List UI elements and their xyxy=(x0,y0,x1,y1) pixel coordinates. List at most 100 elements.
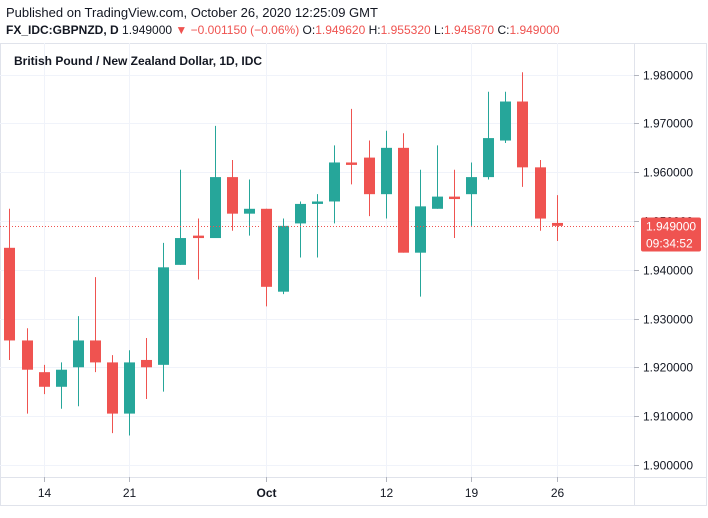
candle-body xyxy=(22,340,33,370)
candle-body xyxy=(552,222,563,226)
candle-body xyxy=(364,157,375,195)
candle[interactable] xyxy=(432,145,443,209)
candle-body xyxy=(124,362,135,414)
y-tick-label: 1.960000 xyxy=(643,166,693,180)
last-price-text: 1.949000 xyxy=(646,220,696,234)
candle-body xyxy=(158,267,169,365)
candle[interactable] xyxy=(90,277,101,373)
candle[interactable] xyxy=(107,355,118,434)
time-axis[interactable]: 14 21 Oct 12 19 26 xyxy=(38,477,565,500)
candle[interactable] xyxy=(500,91,511,143)
x-tick-label: 21 xyxy=(123,486,137,500)
candle[interactable] xyxy=(175,169,186,265)
candle-body xyxy=(449,196,460,200)
candle[interactable] xyxy=(449,169,460,239)
open-label: O: xyxy=(302,23,316,37)
last-price-box xyxy=(641,217,701,252)
price-axis[interactable]: 1.9800001.9700001.9600001.9500001.940000… xyxy=(634,69,693,473)
candle[interactable] xyxy=(124,350,135,436)
chart-header: Published on TradingView.com, October 26… xyxy=(0,0,708,42)
candle[interactable] xyxy=(381,130,392,219)
x-tick-label: 14 xyxy=(38,486,52,500)
candle[interactable] xyxy=(158,242,169,392)
candle[interactable] xyxy=(278,218,289,295)
last-price-label: 1.949000 09:34:52 xyxy=(641,217,701,252)
candle-body xyxy=(193,235,204,239)
candle[interactable] xyxy=(261,208,272,307)
chart-frame: British Pound / New Zealand Dollar, 1D, … xyxy=(0,43,708,518)
candle-body xyxy=(381,147,392,195)
candle[interactable] xyxy=(517,72,528,187)
low-label: L: xyxy=(434,23,445,37)
candle-body xyxy=(278,225,289,292)
candle[interactable] xyxy=(329,145,340,224)
candle-body xyxy=(535,167,546,219)
y-tick-label: 1.920000 xyxy=(643,361,693,375)
candle[interactable] xyxy=(295,201,306,258)
down-arrow-icon: ▼ xyxy=(175,23,188,37)
x-tick-label: 26 xyxy=(551,486,565,500)
candles-group xyxy=(4,72,563,436)
candle-body xyxy=(141,359,152,368)
candle-body xyxy=(73,340,84,368)
x-tick-label: 12 xyxy=(380,486,394,500)
grid-lines xyxy=(0,43,634,477)
chart-border xyxy=(0,43,707,506)
candle[interactable] xyxy=(39,364,50,395)
y-tick-label: 1.980000 xyxy=(643,69,693,83)
candle-body xyxy=(312,201,323,204)
candle-body xyxy=(415,206,426,253)
candle[interactable] xyxy=(22,328,33,414)
candle-body xyxy=(56,369,67,387)
candle[interactable] xyxy=(4,208,15,360)
countdown-text: 09:34:52 xyxy=(646,237,693,251)
close-value: 1.949000 xyxy=(509,23,560,37)
candle-body xyxy=(90,340,101,363)
candle[interactable] xyxy=(73,316,84,407)
candle[interactable] xyxy=(364,140,375,217)
candle[interactable] xyxy=(193,218,204,280)
chart-title: British Pound / New Zealand Dollar, 1D, … xyxy=(14,54,262,68)
candlestick-chart[interactable]: British Pound / New Zealand Dollar, 1D, … xyxy=(0,43,708,513)
change-value: −0.001150 (−0.06%) xyxy=(190,23,300,37)
candle-body xyxy=(329,162,340,202)
y-tick-label: 1.970000 xyxy=(643,117,693,131)
candle-body xyxy=(500,101,511,141)
candle[interactable] xyxy=(483,91,494,180)
candle[interactable] xyxy=(312,194,323,258)
candle-body xyxy=(39,372,50,387)
y-tick-label: 1.910000 xyxy=(643,410,693,424)
candle[interactable] xyxy=(141,338,152,399)
candle-body xyxy=(466,177,477,195)
high-label: H: xyxy=(368,23,381,37)
candle[interactable] xyxy=(552,195,563,241)
open-value: 1.949620 xyxy=(315,23,366,37)
close-label: C: xyxy=(497,23,510,37)
candle-body xyxy=(210,177,221,239)
x-tick-label: 19 xyxy=(465,486,479,500)
candle[interactable] xyxy=(210,125,221,239)
candle-body xyxy=(398,147,409,253)
symbol-label[interactable]: FX_IDC:GBPNZD, D xyxy=(6,23,119,37)
candle[interactable] xyxy=(56,362,67,409)
candle-body xyxy=(4,247,15,341)
candle[interactable] xyxy=(346,108,357,185)
published-caption: Published on TradingView.com, October 26… xyxy=(6,5,378,20)
candle-body xyxy=(483,138,494,178)
y-tick-label: 1.930000 xyxy=(643,313,693,327)
candle[interactable] xyxy=(466,162,477,226)
ohlc-legend: FX_IDC:GBPNZD, D 1.949000 ▼ −0.001150 (−… xyxy=(6,23,560,37)
candle-body xyxy=(175,238,186,265)
candle[interactable] xyxy=(398,133,409,253)
candle[interactable] xyxy=(535,160,546,231)
candle-body xyxy=(432,196,443,209)
x-tick-label: Oct xyxy=(256,486,276,500)
candle[interactable] xyxy=(415,169,426,297)
candle-body xyxy=(295,203,306,224)
candle-body xyxy=(517,101,528,168)
last-price-value: 1.949000 xyxy=(122,23,173,37)
candle-body xyxy=(227,177,238,214)
candle-body xyxy=(261,208,272,287)
candle-body xyxy=(244,208,255,214)
candle[interactable] xyxy=(227,160,238,231)
